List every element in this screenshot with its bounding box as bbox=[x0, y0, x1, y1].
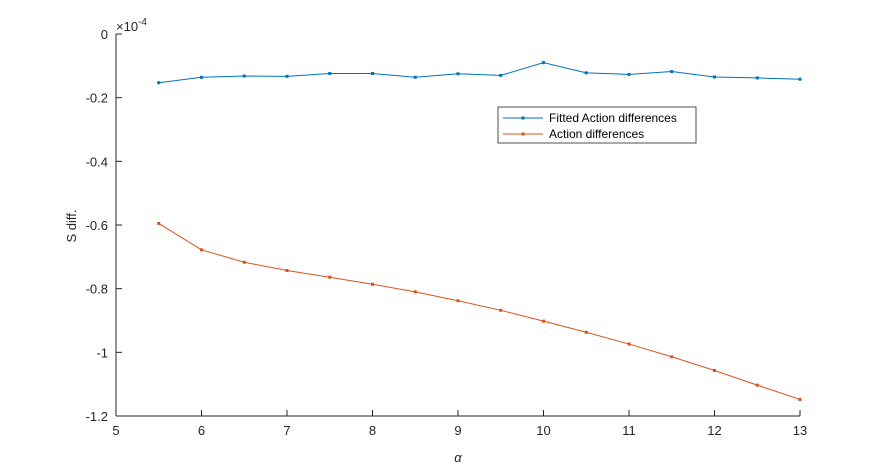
data-point bbox=[713, 75, 716, 79]
x-tick-label: 6 bbox=[198, 423, 205, 438]
data-point bbox=[285, 269, 289, 273]
x-tick-label: 8 bbox=[369, 423, 376, 438]
data-point bbox=[157, 221, 161, 225]
data-point bbox=[627, 342, 631, 346]
data-point bbox=[456, 299, 460, 303]
legend-box bbox=[497, 106, 697, 144]
data-point bbox=[371, 71, 374, 75]
data-point bbox=[542, 319, 545, 323]
data-point bbox=[499, 308, 503, 312]
data-point bbox=[200, 248, 203, 252]
data-point bbox=[285, 74, 289, 78]
data-point bbox=[670, 70, 674, 74]
data-point bbox=[584, 330, 588, 334]
data-point bbox=[200, 75, 203, 79]
x-tick-label: 9 bbox=[454, 423, 461, 438]
legend-label-action: Action differences bbox=[549, 127, 644, 141]
y-tick-label: -0.2 bbox=[86, 91, 108, 106]
x-tick-label: 10 bbox=[536, 423, 550, 438]
y-tick-label: -1 bbox=[96, 345, 108, 360]
exponent-multiplier: × bbox=[116, 19, 124, 34]
data-point bbox=[456, 72, 460, 76]
x-tick-label: 5 bbox=[112, 423, 119, 438]
series-line-0 bbox=[158, 62, 801, 84]
data-point bbox=[798, 397, 802, 401]
data-point bbox=[584, 71, 588, 75]
y-tick-label: -0.4 bbox=[86, 154, 108, 169]
x-tick-label: 11 bbox=[622, 423, 636, 438]
x-axis-label: α bbox=[454, 450, 462, 465]
data-point bbox=[413, 290, 417, 294]
legend: Fitted Action differences Action differe… bbox=[497, 106, 697, 144]
data-point bbox=[242, 260, 246, 264]
exponent-base: 10 bbox=[124, 19, 138, 34]
data-point bbox=[328, 275, 332, 279]
x-tick-label: 7 bbox=[283, 423, 290, 438]
svg-text:×10-4: ×10-4 bbox=[116, 17, 147, 34]
data-point bbox=[499, 73, 503, 77]
series-line-1 bbox=[158, 222, 801, 400]
data-point bbox=[713, 368, 716, 372]
series-layer bbox=[157, 61, 802, 401]
data-point bbox=[755, 76, 759, 80]
y-tick-label: -0.6 bbox=[86, 218, 108, 233]
data-point bbox=[242, 74, 246, 78]
data-point bbox=[755, 383, 759, 387]
y-tick-label: -1.2 bbox=[86, 409, 108, 424]
data-point bbox=[542, 61, 545, 65]
data-point bbox=[670, 355, 674, 359]
y-axis-exponent: ×10-4 bbox=[116, 17, 147, 34]
data-point bbox=[157, 81, 161, 85]
x-tick-label: 12 bbox=[707, 423, 721, 438]
legend-label-fitted: Fitted Action differences bbox=[549, 111, 677, 125]
exponent-power: -4 bbox=[138, 17, 147, 28]
legend-marker-fitted bbox=[521, 116, 525, 120]
data-point bbox=[328, 71, 332, 75]
y-axis-label: S diff. bbox=[64, 209, 79, 242]
data-point bbox=[371, 282, 374, 286]
data-point bbox=[627, 72, 631, 76]
y-tick-label: 0 bbox=[101, 27, 108, 42]
y-tick-label: -0.8 bbox=[86, 282, 108, 297]
axes: 5 6 7 8 9 10 11 12 13 0 -0.2 -0.4 -0.6 -0.8 -1 -1.2 bbox=[86, 27, 808, 438]
legend-marker-action bbox=[521, 132, 525, 136]
x-tick-label: 13 bbox=[793, 423, 807, 438]
data-point bbox=[798, 77, 802, 81]
data-point bbox=[413, 75, 417, 79]
